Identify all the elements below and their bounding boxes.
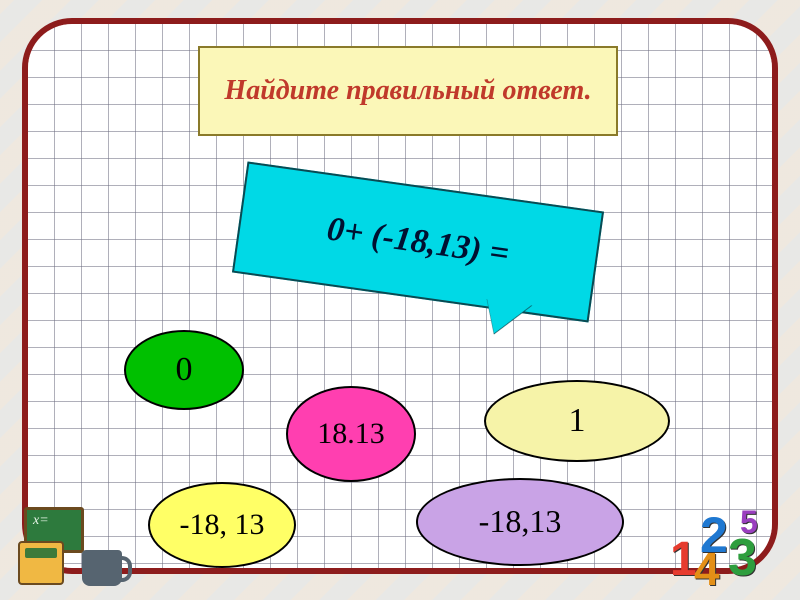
answer-ans-18p13[interactable]: 18.13 [286,386,416,482]
answer-label: 1 [569,403,586,439]
answer-label: 18.13 [317,418,385,450]
answer-ans-0[interactable]: 0 [124,330,244,410]
title-text: Найдите правильный ответ. [224,74,591,108]
answer-ans-m18c13b[interactable]: -18,13 [416,478,624,566]
answer-label: -18,13 [479,505,562,539]
title-card: Найдите правильный ответ. [198,46,618,136]
numbers-icon: 1 2 5 3 4 [666,502,786,592]
question-text: 0+ (-18,13) = [325,210,512,273]
math-tools-icon [18,505,128,590]
content-frame: Найдите правильный ответ. 0+ (-18,13) = … [22,18,778,574]
answer-ans-m18c13a[interactable]: -18, 13 [148,482,296,568]
answer-label: 0 [176,352,193,388]
answer-ans-1[interactable]: 1 [484,380,670,462]
answer-label: -18, 13 [180,509,265,541]
